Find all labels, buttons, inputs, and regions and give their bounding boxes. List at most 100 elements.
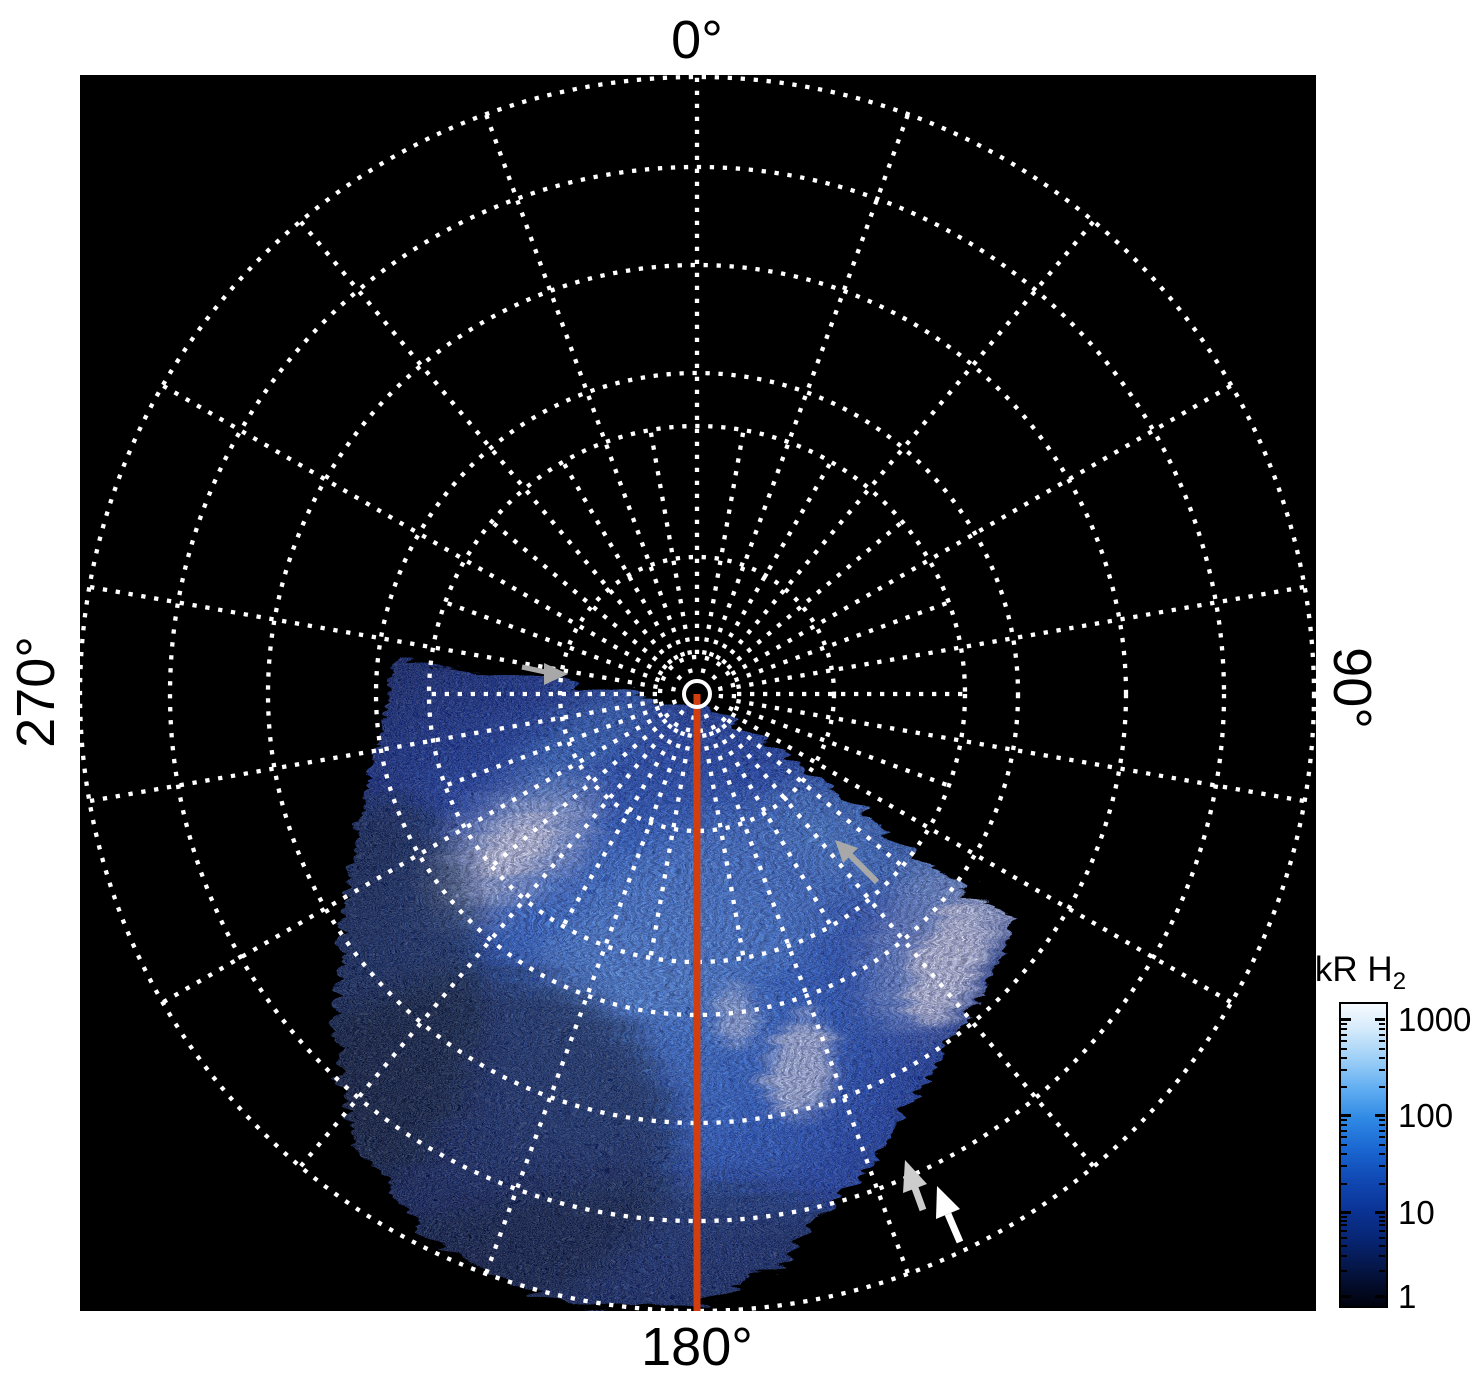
colorbar-tick: [1341, 1119, 1347, 1122]
colorbar-tick: [1379, 1215, 1385, 1218]
colorbar-tick: [1379, 1085, 1385, 1088]
grid-spoke: [89, 698, 658, 804]
colorbar-tick-label: 10: [1398, 1194, 1435, 1232]
grid-circle: [557, 554, 837, 834]
colorbar-tick-label: 100: [1398, 1097, 1454, 1135]
colorbar-tick: [1341, 1244, 1347, 1247]
colorbar-tick: [1341, 1023, 1347, 1026]
grid-spoke: [483, 730, 686, 1275]
colorbar-tick: [1341, 1165, 1347, 1168]
colorbar-tick: [1341, 1295, 1351, 1298]
colorbar-tick: [1341, 1224, 1347, 1227]
polar-grid: [80, 75, 1316, 1311]
colorbar: kR H2 1000 100 10 1: [1315, 942, 1479, 1328]
grid-spoke: [483, 113, 686, 658]
colorbar-tick: [1379, 1047, 1385, 1050]
aurora-noise-bright: [330, 652, 1010, 1303]
colorbar-tick: [1341, 1230, 1347, 1233]
angle-label-90: 90°: [1322, 647, 1382, 729]
white-arrow-bottom-head: [936, 1186, 960, 1219]
colorbar-tick-label: 1000: [1398, 1001, 1472, 1039]
colorbar-tick: [1341, 1236, 1347, 1239]
colorbar-tick: [1375, 1211, 1385, 1214]
gray-arrow-upper-right-shaft: [846, 851, 880, 885]
grid-circle: [80, 75, 1316, 1311]
colorbar-tick: [1379, 1236, 1385, 1239]
grid-spoke: [730, 383, 1233, 676]
grid-spoke: [736, 698, 1305, 804]
colorbar-tick: [1341, 1047, 1347, 1050]
grid-spoke: [708, 730, 911, 1275]
gray-arrow-upper-right: [835, 840, 880, 885]
colorbar-tick: [1341, 1129, 1347, 1132]
colorbar-tick: [1341, 1270, 1347, 1273]
annotation-arrows: [521, 663, 964, 1244]
grid-spoke: [161, 712, 664, 1005]
colorbar-tick: [1379, 1033, 1385, 1036]
colorbar-tick: [1341, 1211, 1351, 1214]
grid-circle: [167, 164, 1227, 1224]
grid-spoke: [730, 712, 1233, 1005]
colorbar-tick: [1341, 1056, 1347, 1059]
light-gray-arrow-bottom-shaft: [911, 1186, 927, 1212]
grid-spoke: [161, 383, 664, 676]
colorbar-tick: [1379, 1153, 1385, 1156]
grid-spoke: [298, 723, 673, 1169]
light-gray-arrow-bottom: [903, 1160, 927, 1212]
grid-spoke: [721, 219, 1096, 665]
colorbar-tick-label: 1: [1398, 1277, 1417, 1315]
colorbar-tick: [1341, 1215, 1347, 1218]
grid-spoke: [89, 584, 658, 690]
grid-spoke: [701, 429, 746, 655]
colorbar-tick: [1341, 1028, 1347, 1031]
colorbar-tick: [1341, 1124, 1347, 1127]
colorbar-tick: [1379, 1028, 1385, 1031]
colorbar-tick: [1379, 1219, 1385, 1222]
colorbar-tick: [1379, 1119, 1385, 1122]
grid-circle: [426, 423, 968, 965]
pole-ring: [682, 679, 712, 709]
colorbar-tick: [1379, 1143, 1385, 1146]
polar-plot-area: [80, 75, 1316, 1311]
colorbar-tick: [1379, 1230, 1385, 1233]
colorbar-title: kR H2: [1315, 950, 1406, 996]
colorbar-tick: [1341, 1143, 1347, 1146]
colorbar-tick: [1379, 1124, 1385, 1127]
angle-label-270: 270°: [6, 636, 66, 748]
colorbar-tick: [1379, 1068, 1385, 1071]
colorbar-tick: [1379, 1224, 1385, 1227]
grid-circle: [657, 654, 737, 734]
colorbar-tick: [1341, 1136, 1347, 1139]
grid-spoke: [736, 584, 1305, 690]
colorbar-tick: [1341, 1153, 1347, 1156]
colorbar-tick: [1375, 1295, 1385, 1298]
colorbar-tick: [1341, 1255, 1347, 1258]
colorbar-title-main: kR H: [1314, 950, 1393, 989]
grid-circle: [265, 262, 1129, 1126]
white-arrow-bottom-shaft: [944, 1212, 964, 1244]
grid-spoke: [715, 460, 833, 661]
colorbar-tick: [1379, 1023, 1385, 1026]
colorbar-tick: [1341, 1114, 1351, 1117]
grid-spoke: [708, 113, 911, 658]
colorbar-tick: [1379, 1165, 1385, 1168]
grid-spoke: [298, 219, 673, 665]
colorbar-tick: [1341, 1219, 1347, 1222]
light-gray-arrow-bottom-head: [903, 1160, 927, 1193]
colorbar-gradient: [1339, 1002, 1388, 1308]
colorbar-tick: [1341, 1018, 1351, 1021]
grid-spoke: [721, 723, 1096, 1169]
colorbar-tick: [1375, 1114, 1385, 1117]
colorbar-tick: [1379, 1182, 1385, 1185]
angle-label-0: 0°: [671, 10, 723, 70]
gray-arrow-left-limb-head: [544, 663, 568, 685]
colorbar-tick: [1379, 1255, 1385, 1258]
colorbar-tick: [1375, 1018, 1385, 1021]
grid-circle: [373, 370, 1021, 1018]
colorbar-title-sub: 2: [1392, 968, 1407, 995]
white-arrow-bottom: [936, 1186, 964, 1244]
aurora-polar-plot: [80, 75, 1316, 1311]
colorbar-tick: [1341, 1033, 1347, 1036]
colorbar-tick: [1379, 1270, 1385, 1273]
